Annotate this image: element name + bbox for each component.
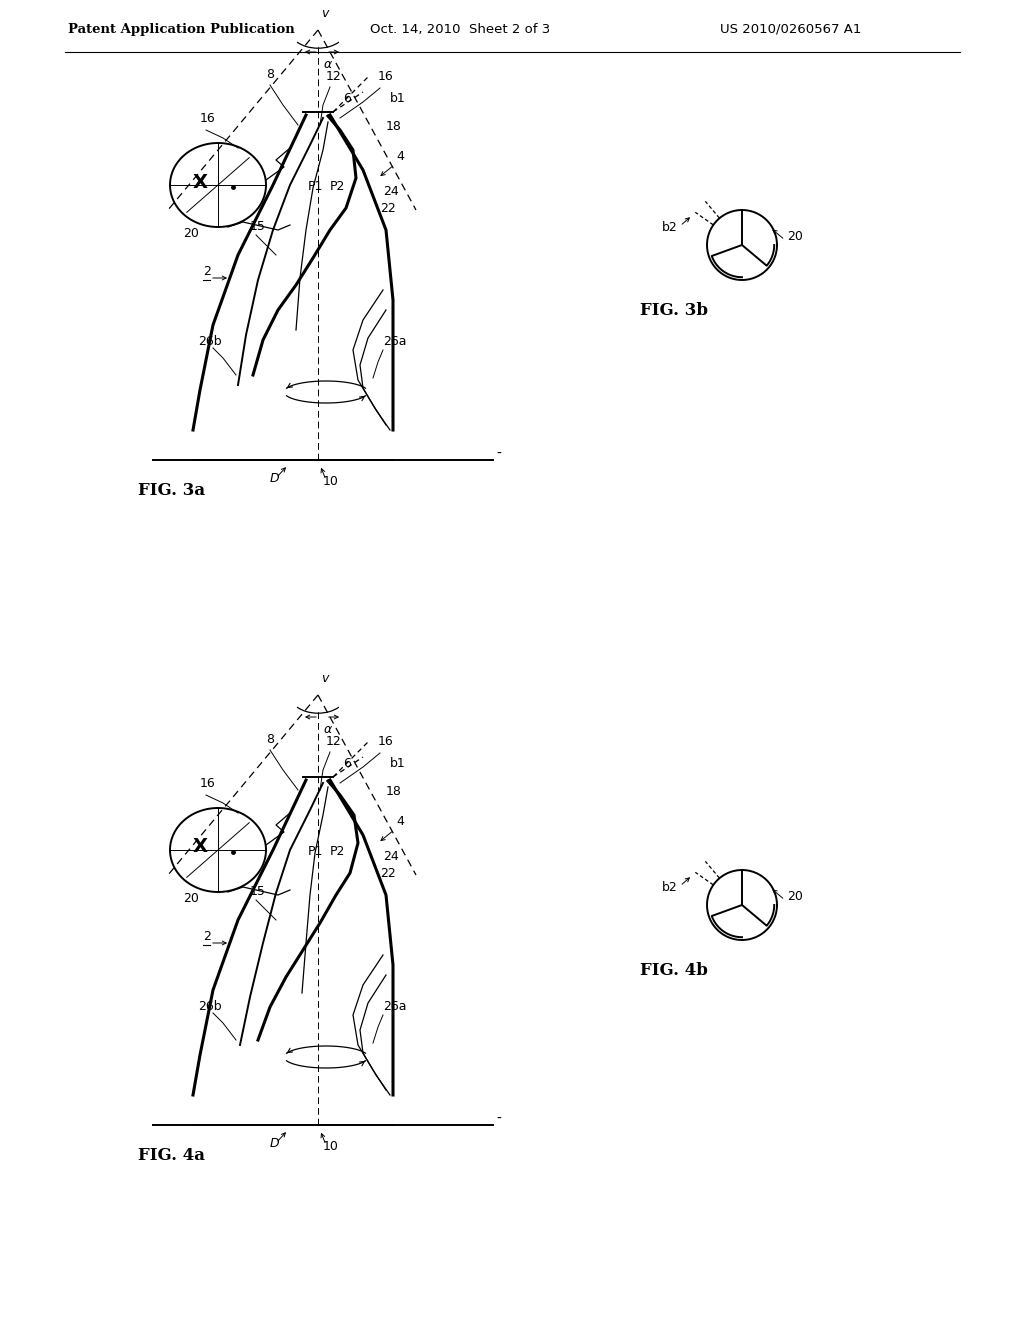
Text: Patent Application Publication: Patent Application Publication [68, 22, 295, 36]
Text: v: v [321, 672, 329, 685]
Text: 12: 12 [326, 70, 342, 83]
Text: D: D [270, 1137, 280, 1150]
Text: FIG. 3b: FIG. 3b [640, 302, 708, 319]
Text: 22: 22 [380, 867, 395, 880]
Text: 4: 4 [396, 814, 403, 828]
Text: 24: 24 [383, 850, 398, 863]
Text: 4: 4 [396, 150, 403, 162]
Text: 10: 10 [323, 1140, 339, 1152]
Text: X: X [193, 173, 208, 191]
Text: FIG. 4a: FIG. 4a [138, 1147, 205, 1164]
Text: 22: 22 [380, 202, 395, 215]
Text: 18: 18 [386, 785, 401, 799]
Text: v: v [321, 7, 329, 20]
Text: 16: 16 [200, 112, 216, 125]
Text: US 2010/0260567 A1: US 2010/0260567 A1 [720, 22, 861, 36]
Text: 24: 24 [383, 185, 398, 198]
Text: 12: 12 [326, 735, 342, 748]
Text: 26a: 26a [383, 335, 407, 348]
Text: D: D [270, 473, 280, 484]
Text: b2: b2 [662, 220, 678, 234]
Text: 6: 6 [343, 92, 351, 106]
Text: 8: 8 [266, 69, 274, 81]
Text: 15: 15 [250, 884, 266, 898]
Text: 20: 20 [183, 227, 199, 240]
Text: 18: 18 [386, 120, 401, 133]
Text: 20: 20 [787, 890, 803, 903]
Text: P2: P2 [330, 845, 345, 858]
Text: b1: b1 [390, 92, 406, 106]
Text: -: - [496, 1111, 501, 1126]
Text: 6: 6 [343, 756, 351, 770]
Text: FIG. 3a: FIG. 3a [138, 482, 205, 499]
Text: b1: b1 [390, 756, 406, 770]
Text: 26a: 26a [383, 1001, 407, 1012]
Text: -: - [496, 447, 501, 461]
Text: 26b: 26b [198, 1001, 221, 1012]
Text: P1: P1 [308, 845, 324, 858]
Text: 15: 15 [250, 220, 266, 234]
Text: 8: 8 [266, 733, 274, 746]
Text: 20: 20 [183, 892, 199, 906]
Text: 16: 16 [378, 70, 394, 83]
Text: $\alpha$: $\alpha$ [323, 723, 333, 737]
Text: FIG. 4b: FIG. 4b [640, 962, 708, 979]
Text: 26b: 26b [198, 335, 221, 348]
Text: Oct. 14, 2010  Sheet 2 of 3: Oct. 14, 2010 Sheet 2 of 3 [370, 22, 550, 36]
Text: b2: b2 [662, 880, 678, 894]
Text: P2: P2 [330, 180, 345, 193]
Text: 20: 20 [787, 230, 803, 243]
Text: 2: 2 [203, 931, 211, 942]
Text: 16: 16 [378, 735, 394, 748]
Text: X: X [193, 837, 208, 857]
Text: 16: 16 [200, 777, 216, 789]
Text: 10: 10 [323, 475, 339, 488]
Text: $\alpha$: $\alpha$ [323, 58, 333, 71]
Text: P1: P1 [308, 180, 324, 193]
Text: 2: 2 [203, 265, 211, 279]
